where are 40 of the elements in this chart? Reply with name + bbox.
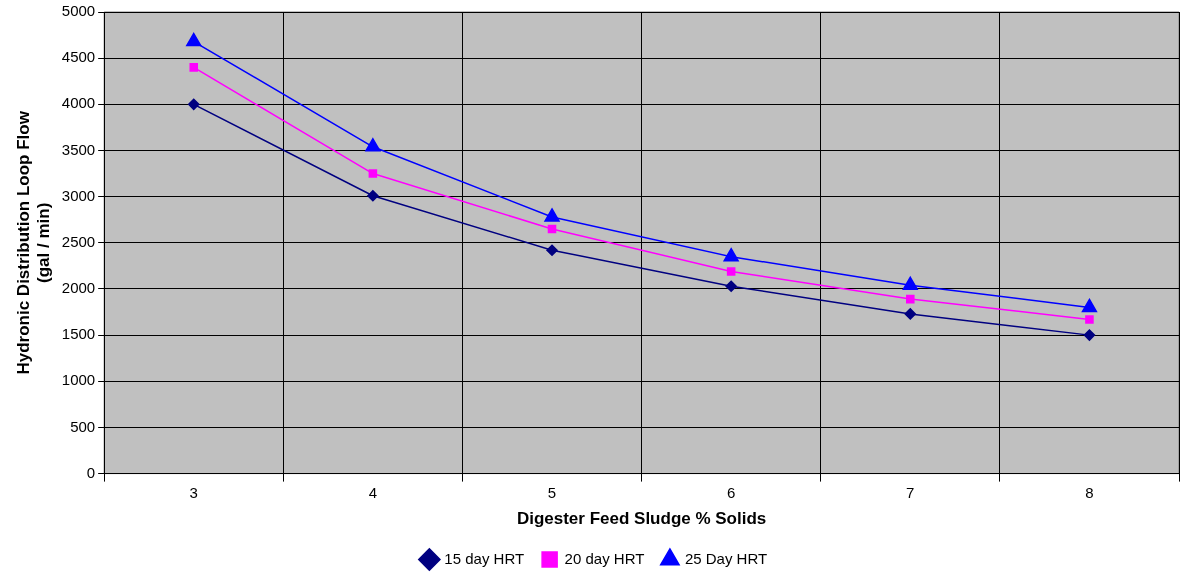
point [186, 32, 202, 47]
x-tick-label: 3 [189, 483, 198, 501]
x-tick-label: 5 [547, 483, 557, 501]
point [189, 63, 199, 72]
y-tick-label: 2500 [61, 232, 96, 250]
point [723, 247, 739, 262]
point [187, 98, 200, 111]
point [544, 208, 560, 222]
point [368, 169, 378, 178]
point [367, 189, 379, 202]
legend-label: 25 Day HRT [684, 549, 768, 567]
y-tick-label: 4000 [61, 94, 96, 112]
y-tick-label: 500 [70, 417, 96, 435]
point [1081, 298, 1098, 313]
y-tick-label: 4500 [61, 48, 96, 66]
x-tick-label: 4 [368, 483, 378, 501]
y-tick-label: 2000 [61, 279, 96, 297]
y-tick-label: 1000 [61, 371, 96, 389]
point [902, 276, 918, 291]
point [547, 224, 557, 234]
y-tick-label: 0 [86, 463, 96, 481]
point [725, 280, 737, 292]
x-tick-label: 7 [906, 483, 915, 501]
legend-label: 15 day HRT [444, 549, 525, 567]
y-tick-label: 3500 [61, 140, 96, 158]
y-axis-title: Hydronic Distribution Loop Flow (gal / min) [13, 110, 54, 375]
point [1085, 315, 1094, 324]
y-tick-label: 1500 [61, 325, 96, 343]
y-tick-label: 3000 [61, 186, 96, 204]
legend-label: 20 day HRT [564, 549, 645, 567]
point [906, 294, 915, 304]
x-axis-title: Digester Feed Sludge % Solids [516, 509, 767, 529]
point [904, 308, 917, 320]
x-tick-label: 8 [1085, 483, 1094, 501]
x-tick-label: 6 [726, 483, 736, 501]
y-tick-label: 5000 [61, 2, 96, 20]
point [726, 267, 736, 276]
point [365, 138, 381, 152]
point [546, 244, 558, 256]
point [1083, 329, 1096, 341]
